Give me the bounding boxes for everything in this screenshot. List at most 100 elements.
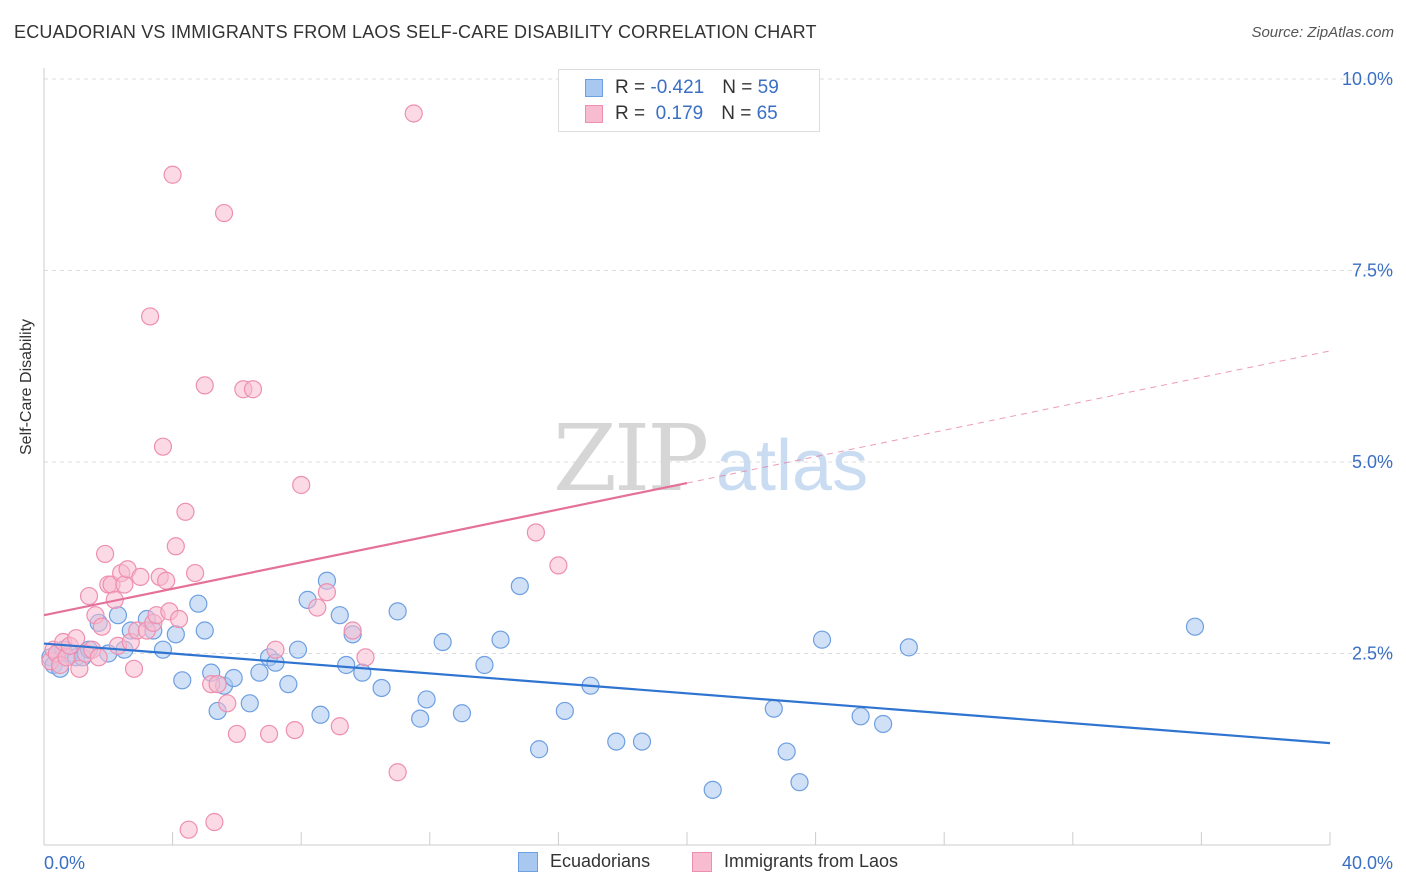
- laos-point: [92, 617, 111, 636]
- ecuadorian-point: [311, 705, 330, 724]
- laos-point: [131, 567, 150, 587]
- laos-trendline-extension: [686, 350, 1331, 484]
- n-label: N =: [722, 77, 758, 98]
- chart-title: ECUADORIAN VS IMMIGRANTS FROM LAOS SELF-…: [14, 22, 817, 42]
- laos-point: [186, 563, 205, 583]
- laos-point: [195, 376, 214, 395]
- source-label: Source: ZipAtlas.com: [1251, 24, 1394, 41]
- ecuadorian-point: [224, 668, 243, 688]
- ecuadorian-point: [812, 630, 832, 649]
- ecuadorian-point: [555, 701, 574, 721]
- laos-trendline: [43, 481, 688, 617]
- laos-point: [208, 675, 227, 694]
- ecuadorian-point: [250, 663, 269, 682]
- laos-point: [89, 648, 108, 667]
- laos-point: [285, 720, 304, 740]
- laos-point: [166, 537, 185, 556]
- laos-point: [214, 203, 234, 223]
- ecuadorian-point: [510, 576, 529, 596]
- laos-point: [140, 307, 160, 326]
- laos-point: [124, 659, 144, 678]
- n-value: 59: [757, 77, 779, 98]
- ecuadorian-point: [417, 690, 436, 709]
- legend-swatch-blue: [585, 79, 603, 97]
- laos-point: [243, 380, 263, 399]
- laos-point: [227, 724, 246, 744]
- laos-point: [356, 648, 375, 667]
- laos-point: [292, 475, 311, 495]
- legend-label: Ecuadorians: [550, 851, 651, 871]
- ecuadorian-point: [153, 640, 173, 659]
- laos-point: [388, 763, 407, 782]
- ecuadorian-point: [195, 621, 214, 640]
- ecuadorian-point: [240, 694, 259, 713]
- ecuadorian-point: [851, 707, 870, 726]
- ecuadorian-point: [452, 704, 472, 723]
- legend-swatch-pink: [692, 851, 712, 872]
- ecuadorian-point: [777, 742, 796, 761]
- laos-point: [218, 694, 237, 713]
- ecuadorian-point: [703, 780, 722, 799]
- ecuadorian-point: [433, 632, 452, 652]
- ecuadorian-point: [337, 655, 356, 675]
- ecuadorian-point: [173, 671, 192, 690]
- x-tick-label: 0.0%: [44, 853, 85, 873]
- laos-point: [79, 586, 99, 606]
- laos-point: [343, 621, 362, 640]
- laos-point: [67, 629, 86, 648]
- laos-point: [95, 544, 115, 564]
- watermark-atlas: atlas: [716, 426, 868, 506]
- n-value: 65: [756, 103, 778, 124]
- laos-point: [115, 575, 134, 594]
- r-value: -0.421: [650, 77, 705, 98]
- ecuadorian-point: [388, 602, 407, 621]
- laos-point: [70, 659, 89, 678]
- legend-row-laos: R = 0.179 N = 65: [585, 102, 778, 126]
- ecuadorian-point: [330, 606, 349, 625]
- r-label: R =: [615, 103, 651, 124]
- laos-point: [404, 104, 423, 123]
- series-legend: Ecuadorians Immigrants from Laos: [0, 851, 1406, 877]
- ecuadorian-trendline: [43, 642, 1331, 745]
- x-tick-label: 40.0%: [1342, 853, 1393, 873]
- ecuadorian-point: [475, 655, 494, 675]
- ecuadorian-point: [764, 699, 783, 718]
- legend-swatch-blue: [518, 851, 538, 872]
- ecuadorian-point: [411, 709, 430, 728]
- legend-swatch-pink: [585, 105, 603, 123]
- laos-point: [205, 812, 224, 832]
- legend-item-laos[interactable]: Immigrants from Laos: [692, 851, 898, 872]
- laos-point: [308, 598, 327, 617]
- legend-row-ecuadorians: R = -0.421 N = 59: [585, 76, 779, 100]
- legend-label: Immigrants from Laos: [724, 851, 899, 871]
- laos-point: [163, 165, 182, 184]
- y-tick-label: 5.0%: [1352, 452, 1393, 472]
- ecuadorian-point: [372, 678, 391, 698]
- laos-point: [526, 523, 545, 542]
- ecuadorian-point: [108, 606, 128, 625]
- legend-item-ecuadorians[interactable]: Ecuadorians: [518, 851, 650, 872]
- laos-point: [169, 609, 189, 629]
- r-label: R =: [615, 77, 651, 98]
- laos-point: [549, 556, 568, 575]
- y-tick-label: 2.5%: [1352, 644, 1393, 664]
- ecuadorian-point: [607, 732, 626, 751]
- y-tick-label: 10.0%: [1342, 69, 1393, 89]
- laos-point: [330, 717, 349, 736]
- laos-point: [176, 502, 195, 521]
- ecuadorian-point: [1185, 617, 1205, 636]
- correlation-legend: R = -0.421 N = 59 R = 0.179 N = 65: [558, 69, 820, 132]
- laos-point: [266, 640, 285, 659]
- laos-point: [259, 724, 279, 744]
- laos-point: [317, 583, 337, 602]
- ecuadorian-point: [288, 640, 308, 659]
- ecuadorian-point: [189, 594, 208, 613]
- ecuadorian-point: [530, 740, 549, 759]
- ecuadorian-point: [874, 714, 893, 734]
- ecuadorian-point: [632, 732, 652, 751]
- laos-point: [179, 820, 198, 839]
- ecuadorian-point: [899, 638, 918, 657]
- ecuadorian-point: [491, 630, 510, 649]
- r-value: 0.179: [650, 103, 704, 124]
